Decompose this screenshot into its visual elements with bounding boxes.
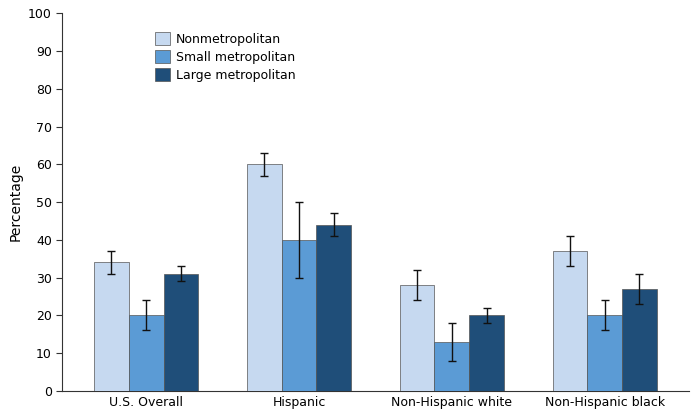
- Bar: [588, 315, 622, 391]
- Bar: [434, 342, 469, 391]
- Legend: Nonmetropolitan, Small metropolitan, Large metropolitan: Nonmetropolitan, Small metropolitan, Lar…: [150, 27, 300, 87]
- Bar: [469, 315, 504, 391]
- Bar: [94, 262, 129, 391]
- Bar: [316, 225, 351, 391]
- Bar: [164, 274, 199, 391]
- Bar: [553, 251, 588, 391]
- Bar: [400, 285, 434, 391]
- Y-axis label: Percentage: Percentage: [8, 163, 22, 241]
- Bar: [129, 315, 164, 391]
- Bar: [622, 289, 657, 391]
- Bar: [247, 164, 282, 391]
- Bar: [282, 240, 316, 391]
